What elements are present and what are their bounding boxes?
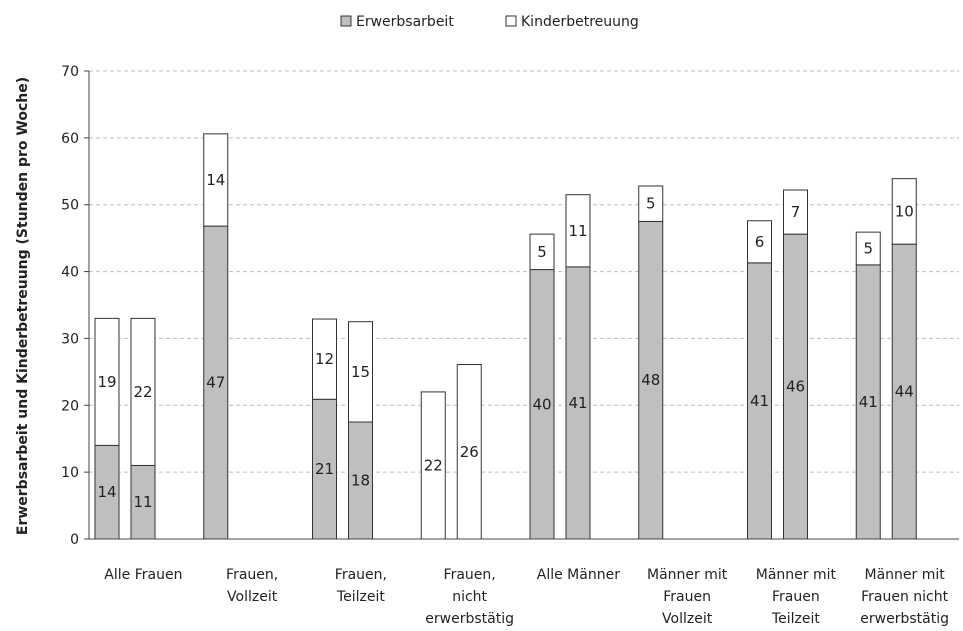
y-axis-ticks: 0 10 20 30 40 50 60 70 xyxy=(61,64,89,548)
data-label-erwerbsarbeit: 40 xyxy=(532,395,551,413)
data-label-erwerbsarbeit: 48 xyxy=(641,371,660,389)
data-label-kinderbetreuung: 19 xyxy=(97,373,116,391)
bar-kinderbetreuung xyxy=(638,185,664,222)
bar-kinderbetreuung xyxy=(891,178,917,245)
data-label-erwerbsarbeit: 44 xyxy=(895,383,914,401)
y-axis-title: Erwerbsarbeit und Kinderbetreuung (Stund… xyxy=(15,77,31,535)
x-category-label: Männer mit Frauen Vollzeit xyxy=(647,567,728,627)
data-label-erwerbsarbeit: 46 xyxy=(786,378,805,396)
x-category-label: Frauen, Teilzeit xyxy=(335,567,387,605)
y-tick-label: 0 xyxy=(70,532,79,548)
bar-kinderbetreuung xyxy=(747,220,772,264)
data-label-kinderbetreuung: 5 xyxy=(537,243,547,261)
y-tick-label: 50 xyxy=(61,198,79,214)
bar-kinderbetreuung xyxy=(130,317,156,466)
bar-erwerbsarbeit xyxy=(203,225,229,540)
axes xyxy=(88,71,959,540)
bar-kinderbetreuung xyxy=(348,321,373,423)
bar-kinderbetreuung xyxy=(94,317,120,446)
bars: 14 19 11 22 47 14 21 12 18 15 22 26 40 5 41 11 48 5 41 6 46 7… xyxy=(94,133,917,540)
gridlines xyxy=(89,70,959,473)
x-axis-labels: Alle Frauen Frauen, Vollzeit Frauen, Teilzei… xyxy=(104,567,949,627)
bar-erwerbsarbeit xyxy=(130,464,156,540)
data-label-kinderbetreuung: 5 xyxy=(863,240,873,258)
data-label-kinderbetreuung: 5 xyxy=(646,195,656,213)
x-category-label: Männer mit Frauen Teilzeit xyxy=(756,567,837,627)
y-tick-label: 70 xyxy=(61,64,79,80)
legend-label: Erwerbsarbeit xyxy=(356,14,454,30)
data-label-kinderbetreuung: 6 xyxy=(755,233,765,251)
data-label-kinderbetreuung: 10 xyxy=(895,202,914,220)
data-label-erwerbsarbeit: 41 xyxy=(750,392,769,410)
y-tick-label: 20 xyxy=(61,398,79,414)
bar-erwerbsarbeit xyxy=(638,220,664,540)
data-label-kinderbetreuung: 11 xyxy=(568,222,587,240)
bar-erwerbsarbeit xyxy=(565,266,591,540)
bar-kinderbetreuung xyxy=(203,133,229,227)
x-category-label: Frauen, nicht erwerbstätig xyxy=(425,567,514,627)
data-label-kinderbetreuung: 12 xyxy=(315,350,334,368)
y-tick-label: 30 xyxy=(61,331,79,347)
bar-erwerbsarbeit xyxy=(529,269,555,540)
data-label-kinderbetreuung: 7 xyxy=(791,203,801,221)
bar-erwerbsarbeit xyxy=(891,243,917,540)
data-label-kinderbetreuung: 22 xyxy=(424,456,443,474)
y-tick-label: 40 xyxy=(61,265,79,281)
bar-kinderbetreuung xyxy=(855,231,881,266)
data-label-kinderbetreuung: 26 xyxy=(460,443,479,461)
bar-kinderbetreuung xyxy=(529,233,555,271)
data-label-erwerbsarbeit: 47 xyxy=(206,374,225,392)
y-tick-label: 10 xyxy=(61,465,79,481)
y-tick-label: 60 xyxy=(61,131,79,147)
data-label-erwerbsarbeit: 21 xyxy=(315,460,334,478)
data-label-kinderbetreuung: 22 xyxy=(133,383,152,401)
data-label-erwerbsarbeit: 14 xyxy=(97,483,116,501)
x-category-label: Frauen, Vollzeit xyxy=(226,567,278,605)
legend-swatch xyxy=(505,15,517,27)
x-category-label: Alle Frauen xyxy=(104,567,182,583)
data-label-erwerbsarbeit: 41 xyxy=(568,394,587,412)
legend-swatch xyxy=(340,15,352,27)
legend-label: Kinderbetreuung xyxy=(521,14,639,30)
bar-kinderbetreuung xyxy=(456,364,482,540)
bar-kinderbetreuung xyxy=(565,194,591,268)
data-label-erwerbsarbeit: 41 xyxy=(859,393,878,411)
x-category-label: Alle Männer xyxy=(537,567,620,583)
bar-erwerbsarbeit xyxy=(312,398,337,540)
bar-kinderbetreuung xyxy=(783,189,808,235)
data-label-kinderbetreuung: 15 xyxy=(351,363,370,381)
data-label-erwerbsarbeit: 11 xyxy=(133,493,152,511)
bar-erwerbsarbeit xyxy=(348,421,373,540)
x-category-label: Männer mit Frauen nicht erwerbstätig xyxy=(860,567,949,627)
bar-kinderbetreuung xyxy=(312,318,337,400)
data-label-kinderbetreuung: 14 xyxy=(206,171,225,189)
data-label-erwerbsarbeit: 18 xyxy=(351,472,370,490)
legend: Erwerbsarbeit Kinderbetreuung xyxy=(340,14,639,30)
